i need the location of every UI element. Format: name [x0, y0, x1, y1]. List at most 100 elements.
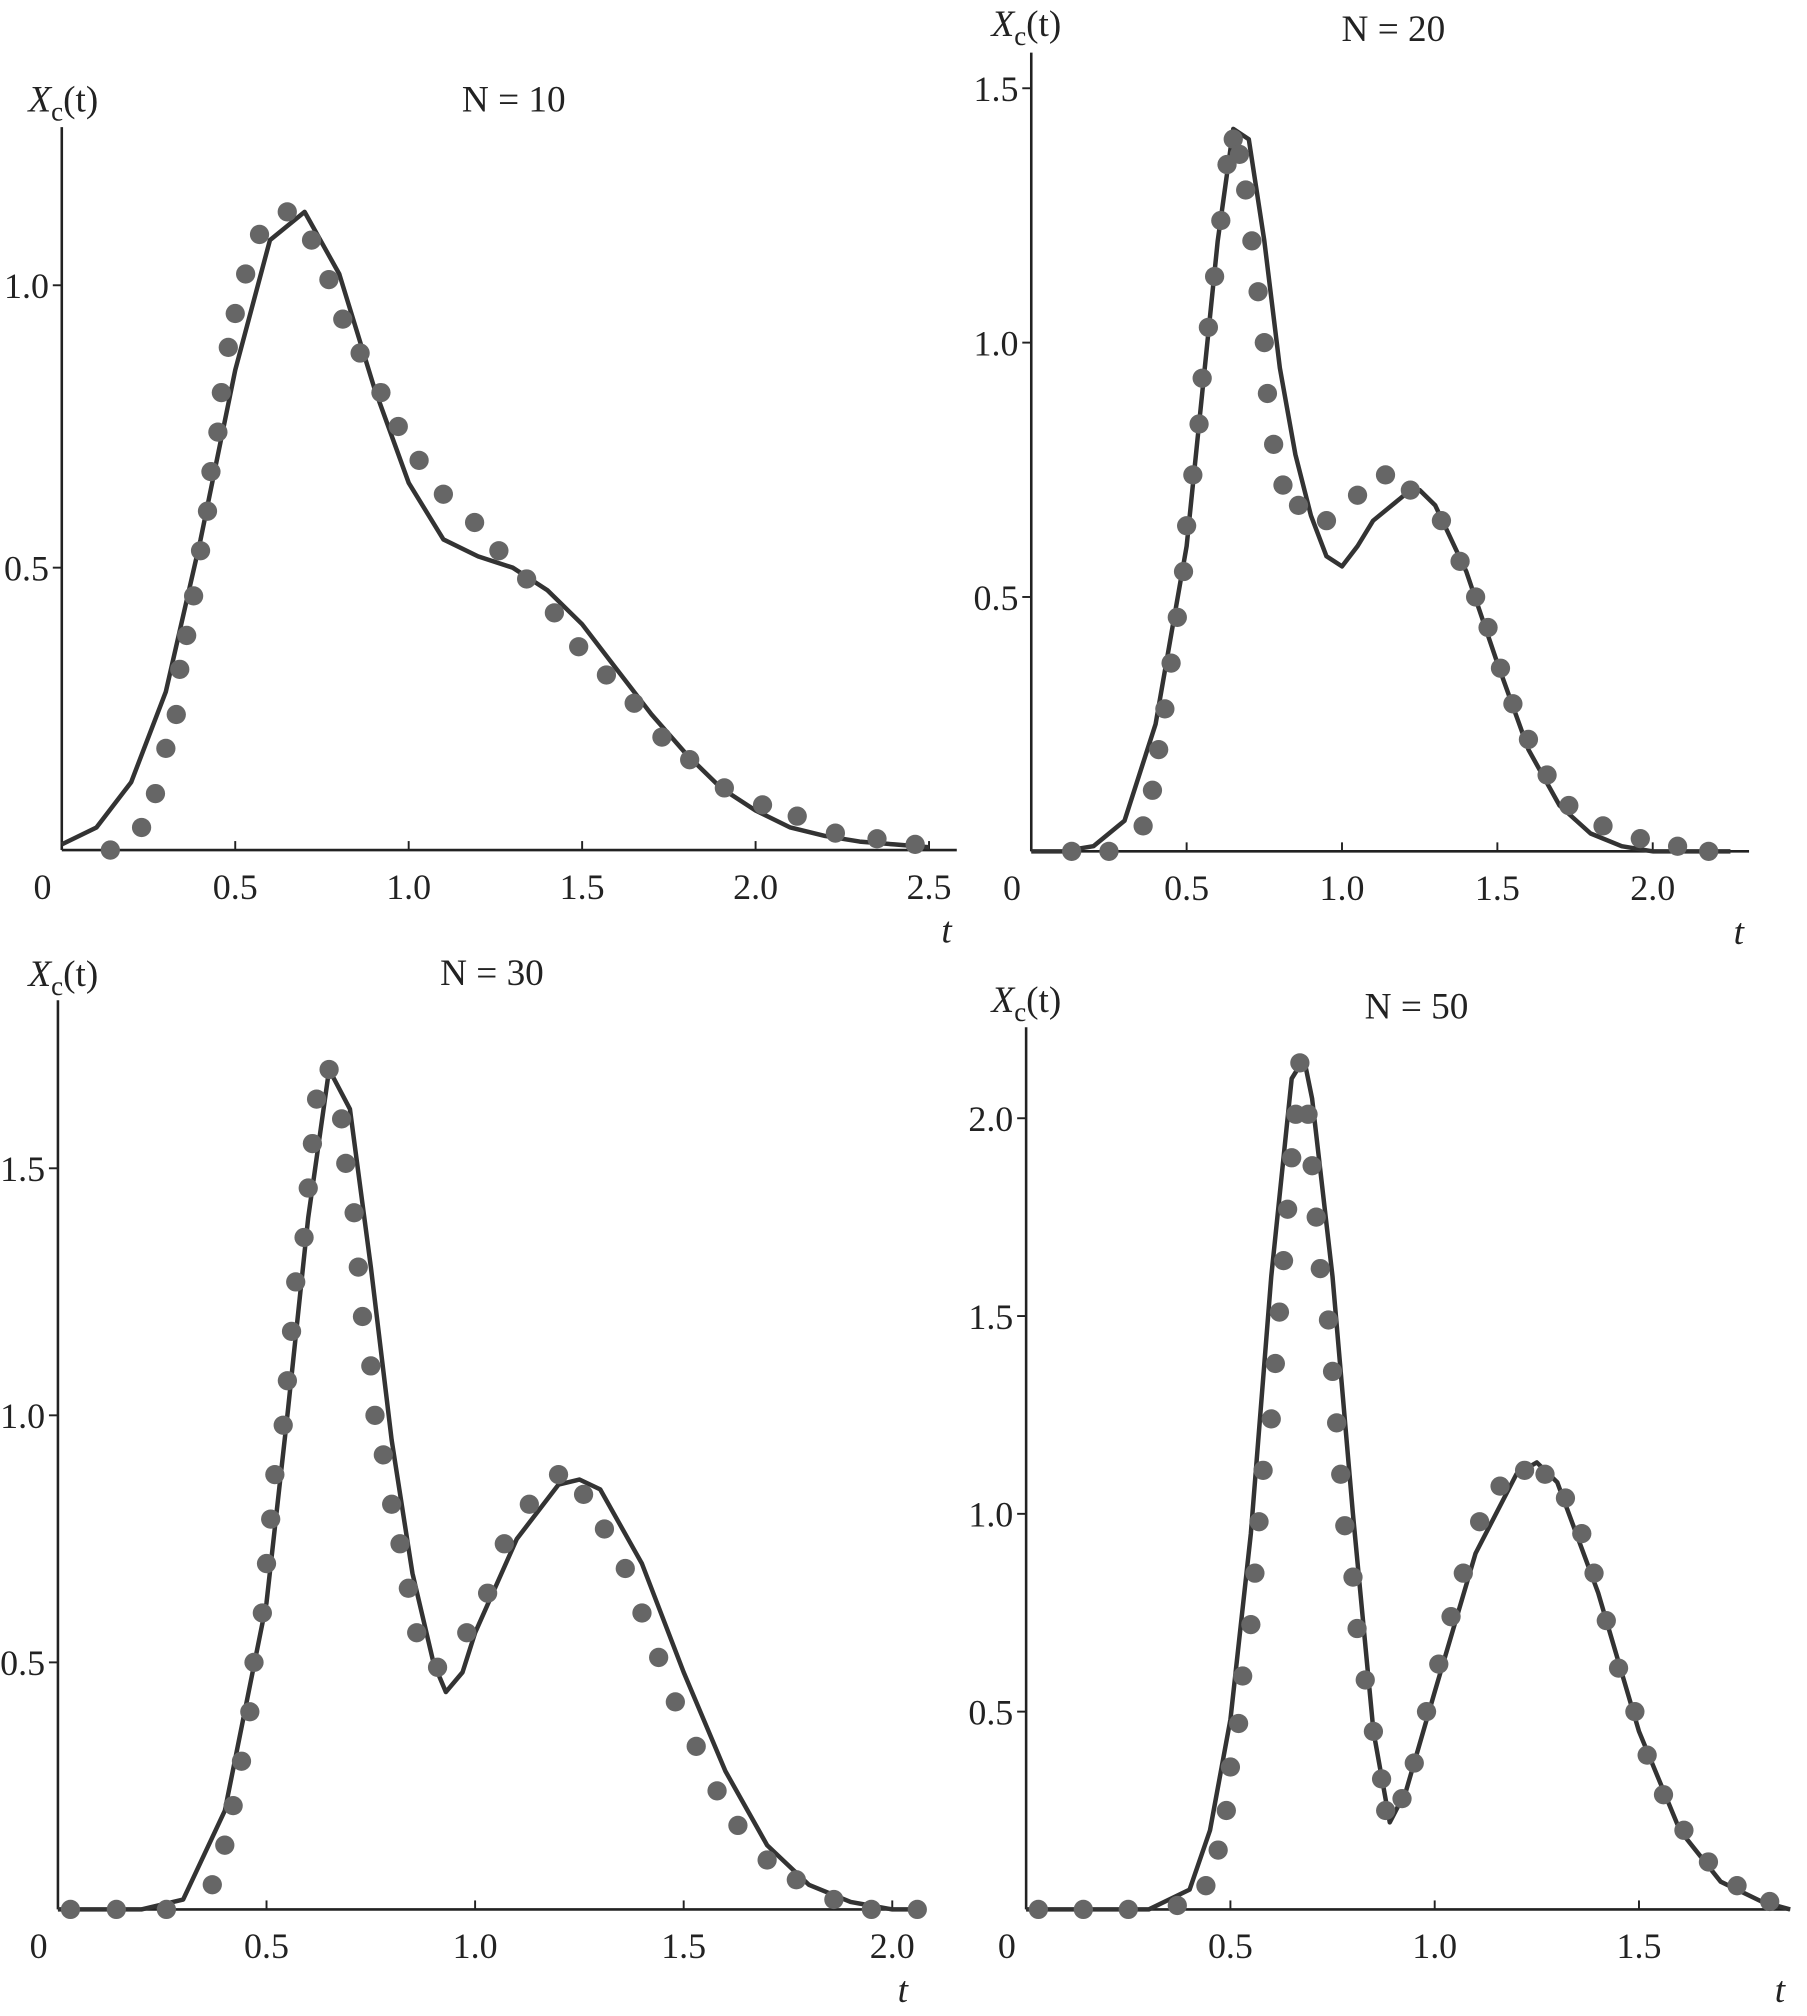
data-point	[145, 783, 166, 804]
data-point	[544, 603, 565, 623]
data-point	[867, 829, 887, 849]
data-point	[1363, 1721, 1384, 1742]
data-point	[1149, 739, 1169, 760]
data-point	[1277, 1199, 1298, 1219]
data-point	[1302, 1156, 1322, 1176]
data-point	[1322, 1361, 1343, 1382]
data-point	[477, 1583, 498, 1603]
data-point	[277, 202, 297, 222]
data-point	[1503, 694, 1523, 714]
data-point	[281, 1321, 302, 1341]
data-point	[156, 738, 176, 759]
data-point	[1431, 511, 1452, 531]
data-point	[106, 1899, 126, 1920]
data-point	[714, 778, 734, 798]
data-point	[409, 450, 429, 470]
y-tick-label: 1.0	[968, 1495, 1013, 1535]
y-tick-label: 1.0	[974, 323, 1019, 363]
data-point	[632, 1603, 652, 1623]
data-point	[1073, 1899, 1093, 1920]
data-point	[1667, 836, 1688, 856]
x-axis-label: t	[1734, 912, 1746, 953]
data-point	[240, 1702, 260, 1722]
x-tick-label: 1.5	[1617, 1926, 1662, 1966]
data-point	[1450, 551, 1470, 572]
y-tick-label: 2.0	[968, 1099, 1013, 1139]
data-point	[1572, 1523, 1592, 1544]
data-point	[1478, 617, 1498, 638]
data-point	[1118, 1899, 1138, 1920]
data-point	[624, 693, 644, 713]
data-point	[1245, 1563, 1265, 1583]
data-point	[156, 1899, 177, 1920]
data-point	[519, 1494, 539, 1514]
data-point	[301, 230, 322, 250]
y-label-argument: (t)	[63, 80, 98, 121]
origin-label: 0	[30, 1926, 48, 1966]
data-point	[1253, 1460, 1273, 1480]
data-point	[427, 1657, 448, 1677]
data-point	[1371, 1769, 1392, 1789]
data-point	[1249, 1512, 1269, 1532]
data-point	[170, 659, 190, 679]
y-tick-label: 0.5	[968, 1692, 1013, 1732]
data-point	[1192, 368, 1212, 388]
y-label-argument: (t)	[63, 954, 98, 995]
panel-title: N = 20	[1342, 9, 1446, 50]
data-point	[1028, 1899, 1049, 1920]
data-point	[361, 1356, 381, 1376]
data-point	[1142, 780, 1163, 800]
data-point	[1273, 475, 1293, 495]
y-tick-label: 1.5	[0, 1149, 45, 1189]
data-point	[1290, 1053, 1310, 1073]
data-point	[1241, 1614, 1261, 1635]
curve	[57, 1067, 914, 1912]
data-point	[1490, 1476, 1510, 1496]
data-point	[373, 1445, 393, 1465]
curve	[1026, 1056, 1791, 1912]
data-point	[1257, 383, 1278, 404]
data-point	[197, 501, 218, 521]
data-point	[1625, 1701, 1645, 1722]
data-point	[1375, 465, 1396, 485]
data-point	[1653, 1785, 1674, 1805]
data-point	[331, 1109, 352, 1129]
data-point	[236, 264, 256, 284]
data-point	[1392, 1789, 1412, 1809]
data-point	[215, 1835, 235, 1855]
data-point	[1167, 607, 1187, 627]
data-point	[1204, 266, 1225, 287]
data-point	[861, 1899, 882, 1920]
x-axis-label: t	[898, 1970, 910, 2011]
data-point	[1514, 1460, 1535, 1480]
data-point	[1177, 516, 1197, 536]
x-tick-label: 1.0	[1320, 868, 1365, 908]
data-point	[1298, 1104, 1318, 1124]
data-point	[1584, 1563, 1604, 1583]
data-point	[100, 840, 120, 860]
data-point	[686, 1736, 706, 1757]
data-point	[1400, 480, 1420, 500]
data-point	[371, 382, 391, 403]
data-point	[548, 1464, 569, 1485]
x-tick-label: 2.5	[907, 867, 952, 907]
data-point	[1404, 1753, 1424, 1773]
y-label-symbol: X	[26, 954, 52, 995]
x-tick-label: 1.5	[560, 867, 605, 907]
data-point	[680, 750, 700, 770]
origin-label: 0	[998, 1926, 1016, 1966]
data-point	[177, 625, 197, 646]
data-point	[433, 484, 454, 504]
data-point	[1306, 1207, 1326, 1227]
y-tick-label: 0.5	[974, 578, 1019, 618]
data-point	[1318, 1310, 1339, 1330]
data-point	[728, 1815, 748, 1836]
data-point	[1347, 1618, 1367, 1639]
data-point	[1727, 1876, 1747, 1896]
data-point	[1161, 653, 1181, 673]
data-point	[1760, 1891, 1780, 1912]
data-point	[348, 1257, 368, 1277]
data-point	[1490, 658, 1511, 678]
data-point	[1343, 1567, 1363, 1587]
